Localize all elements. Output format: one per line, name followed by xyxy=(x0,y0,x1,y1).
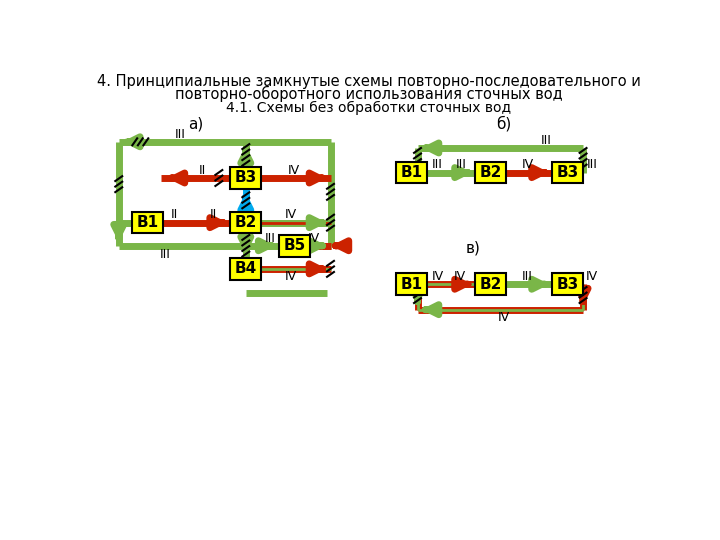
Text: б): б) xyxy=(496,116,511,132)
Text: 4. Принципиальные замкнутые схемы повторно-последовательного и: 4. Принципиальные замкнутые схемы повтор… xyxy=(97,74,641,89)
FancyBboxPatch shape xyxy=(475,162,506,184)
Text: B5: B5 xyxy=(283,238,305,253)
Text: IV: IV xyxy=(454,270,466,283)
FancyBboxPatch shape xyxy=(230,212,261,233)
Text: III: III xyxy=(160,248,171,261)
Text: II: II xyxy=(171,208,178,221)
Text: B1: B1 xyxy=(136,215,158,230)
FancyBboxPatch shape xyxy=(230,258,261,280)
Text: B3: B3 xyxy=(557,276,579,292)
Text: II: II xyxy=(210,208,217,221)
FancyBboxPatch shape xyxy=(396,273,427,295)
Text: а): а) xyxy=(188,117,203,132)
Text: IV: IV xyxy=(284,208,297,221)
Text: IV: IV xyxy=(307,232,320,245)
Text: B2: B2 xyxy=(235,215,257,230)
Text: 4.1. Схемы без обработки сточных вод: 4.1. Схемы без обработки сточных вод xyxy=(226,101,512,115)
Text: III: III xyxy=(456,158,467,171)
Text: IV: IV xyxy=(498,311,510,324)
Text: III: III xyxy=(265,232,276,245)
FancyBboxPatch shape xyxy=(552,162,583,184)
Text: B1: B1 xyxy=(400,165,423,180)
FancyBboxPatch shape xyxy=(396,162,427,184)
Text: B3: B3 xyxy=(557,165,579,180)
Text: B3: B3 xyxy=(235,171,257,186)
Text: повторно-оборотного использования сточных вод: повторно-оборотного использования сточны… xyxy=(175,85,563,102)
FancyBboxPatch shape xyxy=(552,273,583,295)
Text: III: III xyxy=(541,134,552,147)
Text: IV: IV xyxy=(284,270,297,283)
FancyBboxPatch shape xyxy=(230,167,261,189)
Text: B4: B4 xyxy=(235,261,257,276)
FancyBboxPatch shape xyxy=(132,212,163,233)
Text: B1: B1 xyxy=(400,276,423,292)
Text: IV: IV xyxy=(521,158,534,171)
Text: III: III xyxy=(432,158,443,171)
Text: III: III xyxy=(522,270,533,283)
Text: IV: IV xyxy=(431,270,444,283)
Text: IV: IV xyxy=(586,270,598,283)
Text: B2: B2 xyxy=(480,276,502,292)
FancyBboxPatch shape xyxy=(279,235,310,256)
FancyBboxPatch shape xyxy=(475,273,506,295)
Text: III: III xyxy=(587,158,598,171)
Text: B2: B2 xyxy=(480,165,502,180)
Text: в): в) xyxy=(466,240,480,255)
Text: IV: IV xyxy=(287,164,300,177)
Text: III: III xyxy=(175,127,186,140)
Text: II: II xyxy=(198,164,205,177)
